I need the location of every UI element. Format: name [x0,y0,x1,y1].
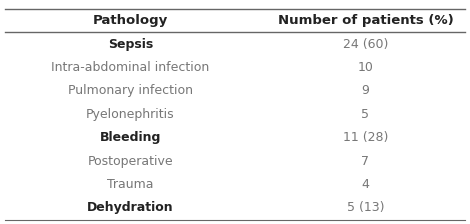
Text: Sepsis: Sepsis [108,38,153,51]
Text: 4: 4 [361,178,369,191]
Text: Number of patients (%): Number of patients (%) [278,14,453,27]
Text: Pathology: Pathology [93,14,168,27]
Text: 9: 9 [361,84,369,97]
Text: Intra-abdominal infection: Intra-abdominal infection [51,61,210,74]
Text: Postoperative: Postoperative [87,155,173,168]
Text: 5 (13): 5 (13) [347,201,384,214]
Text: Trauma: Trauma [107,178,154,191]
Text: 10: 10 [358,61,373,74]
Text: Pyelonephritis: Pyelonephritis [86,108,175,121]
Text: 5: 5 [361,108,369,121]
Text: Dehydration: Dehydration [87,201,174,214]
Text: Pulmonary infection: Pulmonary infection [68,84,193,97]
Text: 11 (28): 11 (28) [343,131,388,144]
Text: 7: 7 [361,155,369,168]
Text: Bleeding: Bleeding [100,131,161,144]
Text: 24 (60): 24 (60) [343,38,388,51]
